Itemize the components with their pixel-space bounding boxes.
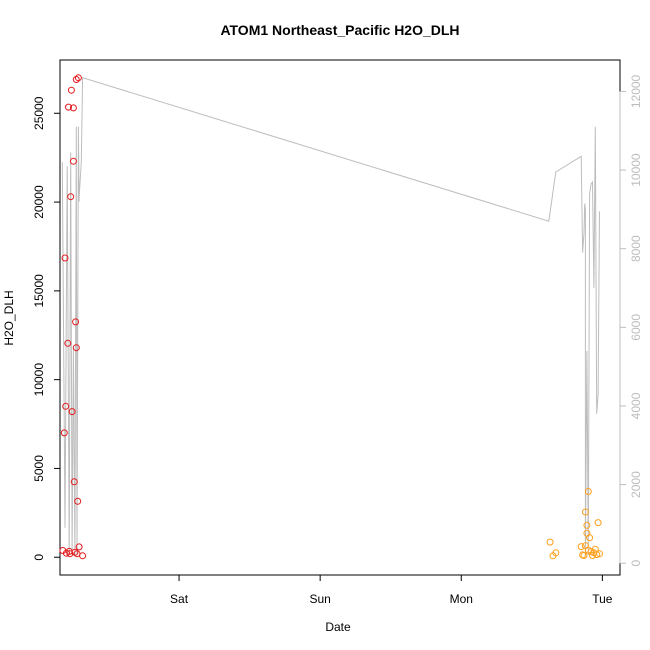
data-point bbox=[68, 408, 76, 416]
data-point bbox=[552, 549, 560, 557]
y-right-tick-label: 4000 bbox=[629, 392, 643, 419]
y-left-axis: 0 5000 10000 15000 20000 25000 bbox=[32, 96, 61, 561]
x-axis-label: Date bbox=[325, 620, 351, 634]
x-tick-label: Sat bbox=[170, 592, 189, 606]
y-right-tick-label: 2000 bbox=[629, 471, 643, 498]
data-point bbox=[69, 157, 77, 165]
data-point bbox=[546, 538, 554, 546]
y-left-tick-label: 10000 bbox=[32, 363, 46, 397]
series-line bbox=[61, 77, 600, 556]
x-axis: Sat Sun Mon Tue bbox=[170, 574, 613, 606]
data-point bbox=[66, 550, 74, 558]
data-point bbox=[586, 534, 594, 542]
y-left-tick-label: 15000 bbox=[32, 274, 46, 308]
data-point bbox=[596, 550, 603, 558]
y-left-tick-label: 5000 bbox=[32, 455, 46, 482]
data-point bbox=[64, 339, 72, 347]
data-point bbox=[69, 104, 77, 112]
data-point bbox=[72, 318, 80, 326]
data-point bbox=[75, 543, 83, 551]
data-point bbox=[74, 497, 82, 505]
data-point bbox=[61, 254, 69, 262]
point-series-layer bbox=[59, 74, 603, 560]
data-point bbox=[74, 74, 82, 82]
x-tick-label: Tue bbox=[592, 592, 613, 606]
x-tick-label: Sun bbox=[309, 592, 330, 606]
data-point bbox=[583, 521, 591, 529]
y-right-tick-label: 8000 bbox=[629, 235, 643, 262]
y-axis-label: H2O_DLH bbox=[2, 290, 16, 345]
y-right-axis: 0 2000 4000 6000 8000 10000 12000 bbox=[619, 74, 643, 567]
y-right-tick-label: 0 bbox=[629, 560, 643, 567]
data-point bbox=[580, 552, 588, 559]
data-point bbox=[65, 103, 72, 111]
data-point bbox=[72, 344, 80, 352]
data-point bbox=[577, 543, 585, 551]
line-series-layer bbox=[61, 77, 600, 556]
data-point bbox=[593, 551, 601, 559]
x-tick-label: Mon bbox=[450, 592, 473, 606]
data-point bbox=[583, 529, 591, 537]
plot-frame bbox=[59, 59, 621, 576]
data-point bbox=[70, 478, 78, 486]
y-right-tick-label: 12000 bbox=[629, 74, 643, 108]
data-point bbox=[584, 488, 592, 495]
data-point bbox=[67, 86, 75, 94]
y-right-tick-label: 6000 bbox=[629, 314, 643, 341]
data-point bbox=[62, 402, 70, 410]
y-left-tick-label: 20000 bbox=[32, 185, 46, 219]
y-left-tick-label: 0 bbox=[32, 554, 46, 561]
data-point bbox=[67, 193, 75, 201]
y-left-tick-label: 25000 bbox=[32, 96, 46, 130]
data-point bbox=[594, 519, 602, 527]
data-point bbox=[60, 429, 68, 437]
chart-title: ATOM1 Northeast_Pacific H2O_DLH bbox=[220, 22, 459, 38]
data-point bbox=[72, 76, 80, 83]
y-right-tick-label: 10000 bbox=[629, 153, 643, 187]
data-point bbox=[79, 552, 87, 560]
data-point bbox=[581, 508, 589, 516]
